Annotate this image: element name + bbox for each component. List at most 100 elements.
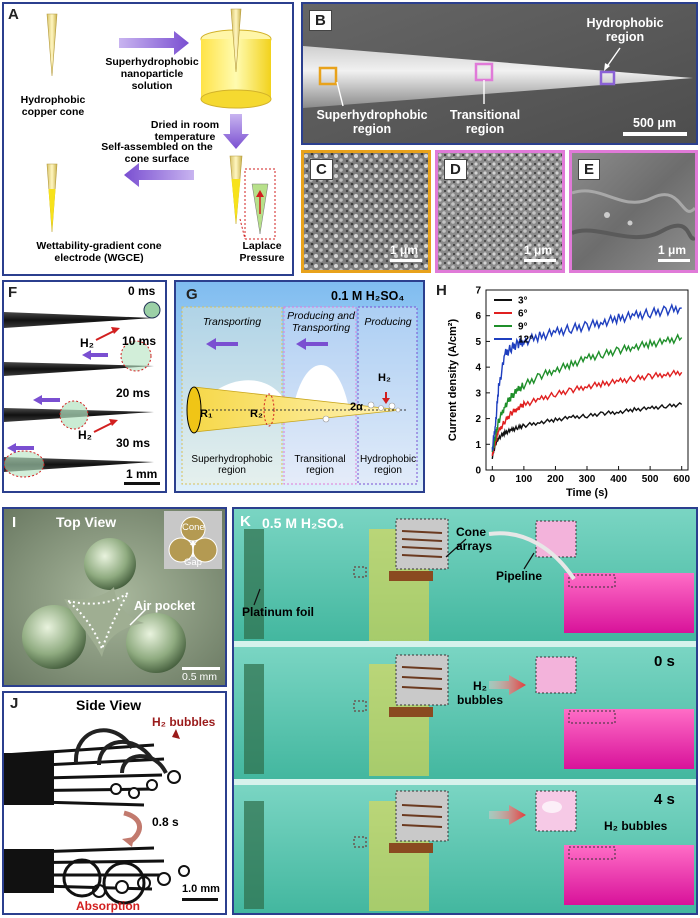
panel-d: D 1 μm [435, 150, 565, 273]
panel-g-label: G [186, 286, 198, 303]
superhydrophobic-label: Superhydrophobic region [316, 108, 428, 136]
h2-label-top: H₂ [80, 336, 94, 350]
panel-e: E 1 μm [569, 150, 698, 273]
x-tick-label: 200 [547, 474, 564, 485]
solution-text: Superhydrophobic nanoparticle solution [105, 56, 199, 92]
panel-f: F 0 ms 10 ms 20 ms 30 ms H₂ H₂ 1 mm [2, 280, 167, 493]
r2-label: R₂ [250, 408, 263, 420]
j-bubbles-label: H₂ bubbles [152, 715, 216, 729]
alpha-label: 2α [350, 401, 363, 413]
hydrophobic-marker [599, 70, 616, 86]
panel-e-label: E [578, 159, 601, 180]
dipped-cone [230, 8, 242, 73]
laplace-text: Laplace Pressure [239, 240, 285, 264]
y-tick-label: 2 [475, 414, 481, 425]
series-line-2 [491, 333, 683, 453]
panel-c-label: C [310, 159, 333, 180]
x-tick-label: 0 [490, 474, 496, 485]
g-title: 0.1 M H₂SO₄ [331, 289, 405, 303]
scale-bar-b: 500 μm [633, 116, 677, 130]
h2-bubbles-bottom-label: H₂ bubbles [604, 819, 668, 833]
r1-label: R₁ [200, 408, 213, 420]
k-photo-sequence [234, 509, 696, 913]
dried-text: Dried in room temperature [150, 119, 220, 143]
panel-h: H 0 100 200 300 400 500 600 0 1 2 3 4 5 6 7 Time (s) Cur… [430, 280, 698, 502]
time-4s-label: 4 s [654, 791, 675, 808]
h2-bubbles-mid-label: H₂ bubbles [456, 679, 503, 707]
wgce-text: Wettability-gradient cone electrode (WGC… [36, 240, 162, 264]
panel-a-graphics [46, 8, 276, 240]
y-tick-label: 5 [475, 337, 481, 348]
series-line-3 [491, 303, 682, 451]
pipeline-label: Pipeline [496, 569, 543, 583]
panel-a-label: A [8, 6, 19, 23]
panel-a: A Superhydrophobic nanopart [2, 2, 294, 276]
panel-i-label: I [12, 514, 17, 531]
time-10ms: 10 ms [122, 334, 157, 348]
time-20ms: 20 ms [116, 386, 151, 400]
scale-bar-j: 1.0 mm [182, 883, 220, 895]
x-tick-label: 100 [516, 474, 533, 485]
arrow-down-icon [223, 114, 249, 149]
g-h2-label: H₂ [378, 372, 391, 384]
plot-frame [485, 289, 689, 471]
k-frame-3 [234, 785, 696, 913]
x-tick-label: 600 [673, 474, 690, 485]
hydrophobic-label: Hydrophobic region [586, 16, 664, 44]
side-view-title: Side View [76, 697, 142, 713]
panel-c: C 1 μm [301, 150, 431, 273]
x-tick-label: 400 [610, 474, 627, 485]
j-time-label: 0.8 s [152, 815, 179, 829]
k-frame-1 [234, 509, 696, 641]
panel-b: B Hydrophobic region Superhydrophobic re… [301, 2, 698, 145]
producing-transporting-label: Producing and Transporting [287, 310, 355, 334]
side-view-image [4, 728, 218, 905]
panel-b-label: B [309, 10, 332, 31]
x-axis-label: Time (s) [566, 487, 608, 499]
y-tick-label: 1 [475, 440, 481, 451]
y-tick-label: 7 [475, 286, 481, 297]
legend-label-3: 12° [518, 335, 533, 346]
scale-bar-f: 1 mm [126, 467, 158, 481]
panel-h-label: H [436, 282, 447, 299]
y-tick-label: 4 [475, 363, 481, 374]
series-line-0 [491, 401, 683, 459]
panel-k: K 0.5 M H₂SO₄ Cone arrays Pipeline Plati… [232, 507, 698, 915]
cone-inset-label: Cone [182, 522, 205, 533]
time-30ms: 30 ms [116, 436, 151, 450]
air-pocket-label: Air pocket [134, 599, 196, 613]
scale-bar-d: 1 μm [524, 243, 553, 257]
region2-label: Transitional region [294, 454, 346, 476]
copper-cone [46, 13, 58, 77]
time-0ms: 0 ms [128, 284, 156, 298]
scale-bar-e: 1 μm [658, 243, 687, 257]
series-line-1 [491, 369, 683, 456]
legend-label-2: 9° [518, 322, 528, 333]
k-frame-2 [234, 647, 696, 779]
platinum-label: Platinum foil [242, 605, 314, 619]
y-tick-label: 6 [475, 311, 481, 322]
self-assembled-text: Self-assembled on the cone surface [101, 141, 213, 165]
x-tick-label: 300 [579, 474, 596, 485]
sem-cone-image [303, 4, 696, 143]
y-axis-label: Current density (A/cm²) [447, 319, 459, 442]
panel-i: I Top View Cone Gap Air pocket 0.5 mm [2, 507, 227, 687]
y-tick-label: 3 [475, 388, 481, 399]
absorption-label: Absorption [76, 899, 140, 913]
panel-g: G 0.1 M H₂SO₄ Transporting Producing and… [174, 280, 425, 493]
arrow-left-icon [124, 163, 194, 187]
panel-j-label: J [10, 695, 19, 712]
schematic-cone [176, 282, 423, 491]
top-view-title: Top View [56, 514, 117, 530]
scale-bar-i: 0.5 mm [182, 671, 218, 683]
time-0s-label: 0 s [654, 653, 675, 670]
cone-arrays-label: Cone arrays [456, 525, 493, 553]
region3-label: Hydrophobic region [360, 454, 417, 476]
arrow-right-icon [119, 31, 189, 55]
legend-label-1: 6° [518, 309, 528, 320]
panel-f-label: F [8, 284, 18, 301]
transporting-label: Transporting [202, 316, 262, 328]
superhydrophobic-marker [318, 66, 338, 86]
k-label: K [240, 513, 251, 530]
panel-j: J Side View H₂ bubbles 0.8 s Absorption … [2, 691, 227, 915]
